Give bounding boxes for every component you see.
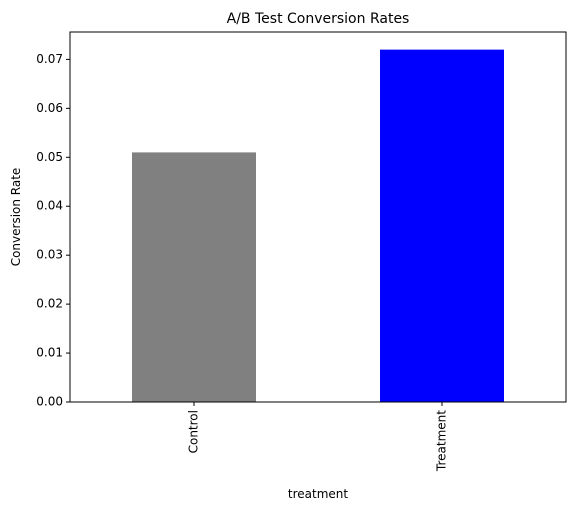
x-tick-label: Treatment <box>435 410 449 472</box>
y-axis-label: Conversion Rate <box>9 168 23 267</box>
x-axis-label: treatment <box>288 487 348 501</box>
y-tick-label: 0.07 <box>36 52 63 66</box>
x-axis: Control Treatment <box>187 402 449 472</box>
y-tick-label: 0.06 <box>36 101 63 115</box>
y-tick-label: 0.05 <box>36 150 63 164</box>
y-tick-label: 0.02 <box>36 297 63 311</box>
y-axis: 0.00 0.01 0.02 0.03 0.04 0.05 0.06 0.07 <box>36 52 70 409</box>
chart-title: A/B Test Conversion Rates <box>227 11 410 27</box>
bars-group <box>132 49 504 403</box>
x-tick-label: Control <box>187 410 201 453</box>
y-tick-label: 0.04 <box>36 199 63 213</box>
bar-treatment <box>380 49 504 403</box>
y-tick-label: 0.03 <box>36 248 63 262</box>
y-tick-label: 0.00 <box>36 395 63 409</box>
plot-frame <box>69 31 567 403</box>
bar-control <box>132 152 256 402</box>
plot-area <box>69 31 567 403</box>
y-tick-label: 0.01 <box>36 346 63 360</box>
